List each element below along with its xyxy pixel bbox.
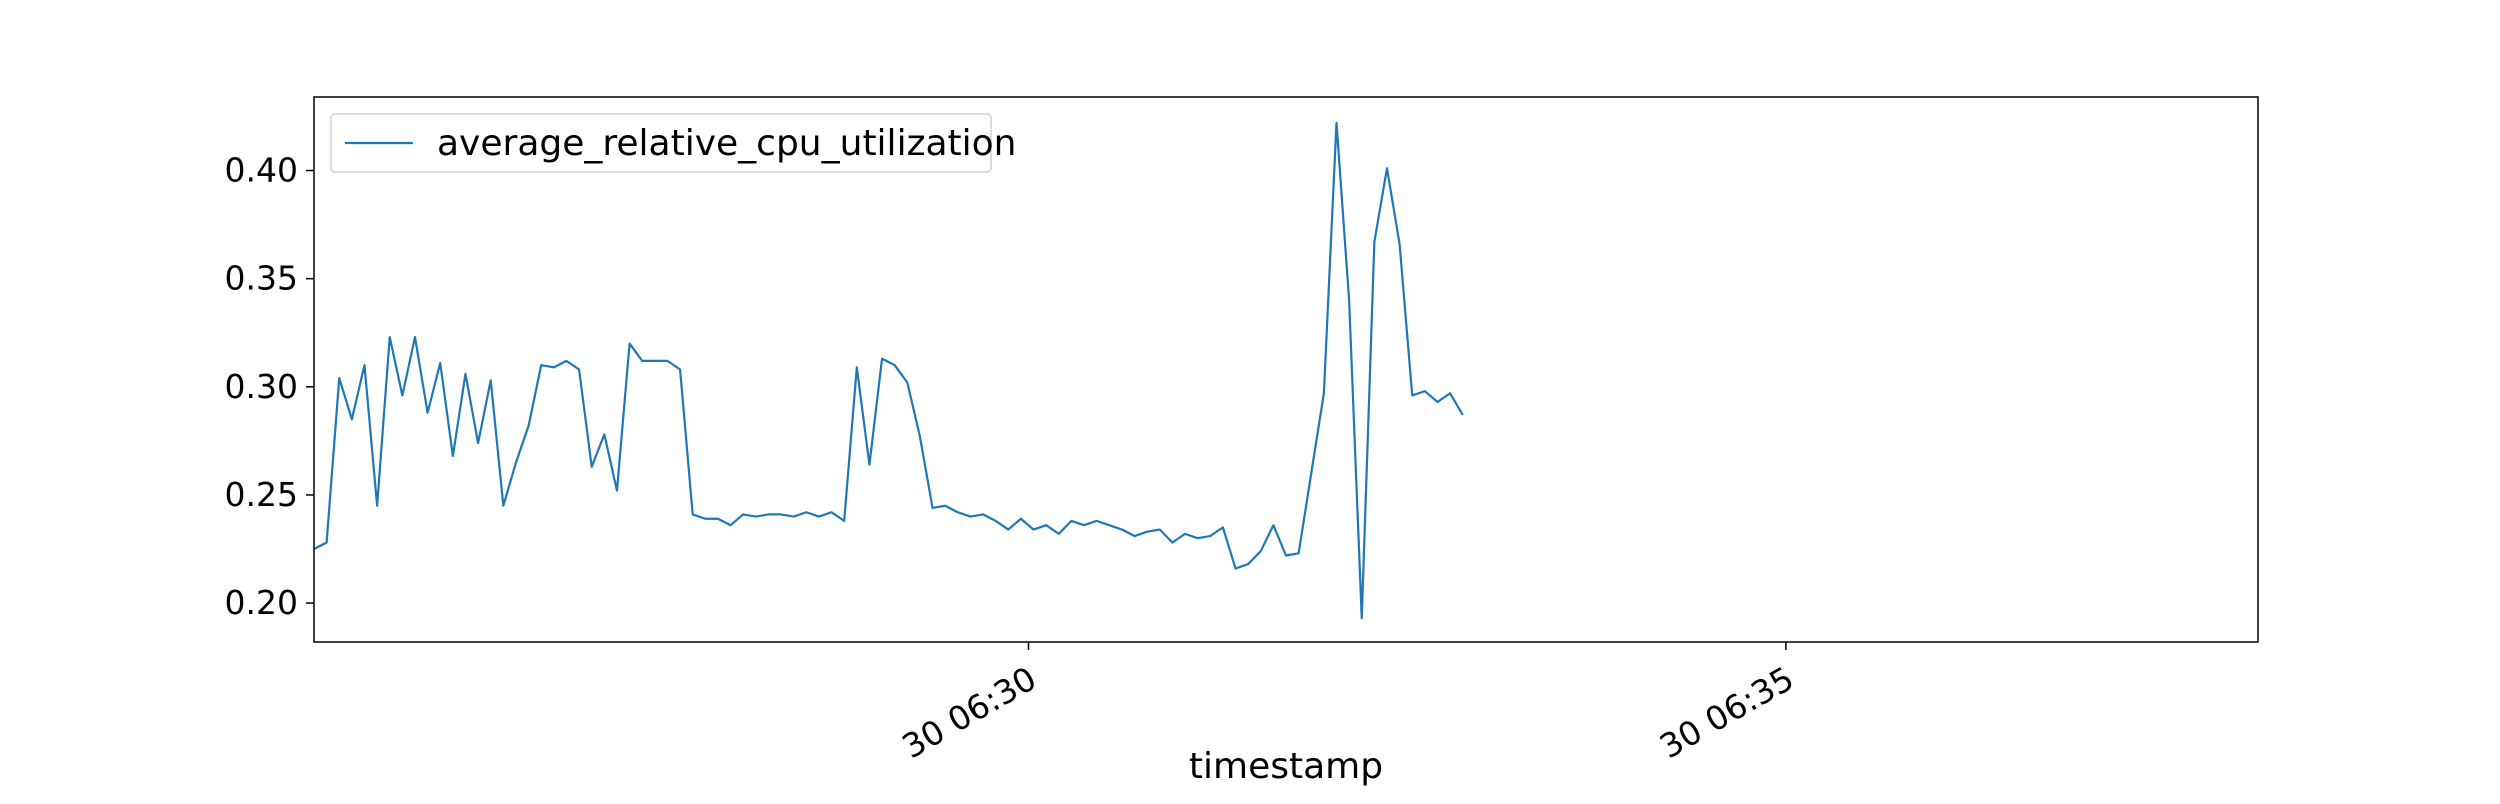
y-axis: 0.20 0.25 0.30 0.35 0.40 xyxy=(225,151,314,622)
plot-layer xyxy=(313,121,1464,620)
series-line-1 xyxy=(313,121,1464,620)
y-tick-label: 0.20 xyxy=(225,583,298,622)
y-tick-label: 0.30 xyxy=(225,367,298,406)
y-tick-label: 0.40 xyxy=(225,151,298,190)
x-axis-label: timestamp xyxy=(1189,746,1383,787)
plot-frame xyxy=(313,96,2259,643)
legend-box xyxy=(330,113,992,173)
legend: average_relative_cpu_utilization xyxy=(330,113,1016,173)
y-tick-label: 0.25 xyxy=(225,475,298,514)
y-tick-label: 0.35 xyxy=(225,259,298,298)
x-tick-label: 30 06:30 xyxy=(896,659,1043,767)
x-tick-label: 30 06:35 xyxy=(1653,659,1800,767)
legend-label: average_relative_cpu_utilization xyxy=(437,123,1016,164)
